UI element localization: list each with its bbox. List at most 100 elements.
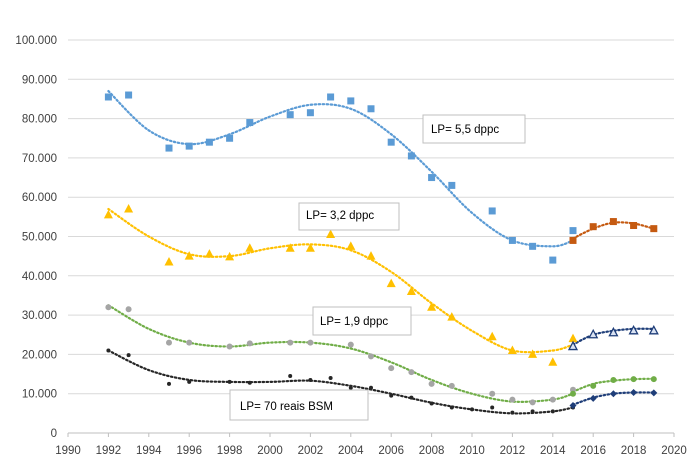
data-point bbox=[286, 111, 294, 119]
data-point bbox=[166, 339, 172, 346]
data-point bbox=[549, 256, 557, 264]
data-point bbox=[366, 251, 376, 260]
data-point bbox=[429, 401, 434, 406]
annotation-box bbox=[229, 389, 369, 421]
x-tick-label: 1994 bbox=[136, 445, 162, 457]
x-tick-label: 2004 bbox=[338, 445, 364, 457]
x-tick-label: 2014 bbox=[540, 445, 566, 457]
data-point bbox=[569, 401, 577, 409]
data-point bbox=[589, 394, 597, 402]
data-point bbox=[449, 405, 454, 410]
y-axis-tick-labels: 0 10.000 20.000 30.000 40.000 50.000 60.000 70.… bbox=[15, 35, 57, 440]
data-point bbox=[246, 119, 254, 127]
annotation-box bbox=[298, 202, 400, 231]
y-tick-label: 40.000 bbox=[22, 271, 57, 283]
y-tick-label: 30.000 bbox=[22, 310, 57, 322]
annotation-text: LP= 1,9 dppc bbox=[320, 316, 388, 328]
x-tick-label: 2020 bbox=[661, 445, 687, 457]
data-point bbox=[185, 142, 193, 150]
data-point bbox=[508, 236, 516, 244]
x-tick-label: 2018 bbox=[621, 445, 647, 457]
x-tick-label: 1996 bbox=[176, 445, 202, 457]
annotation-box bbox=[422, 114, 526, 144]
data-point bbox=[567, 340, 579, 351]
data-point bbox=[388, 365, 395, 372]
data-point bbox=[227, 379, 232, 384]
data-point bbox=[245, 243, 255, 252]
data-point bbox=[447, 312, 457, 321]
x-tick-label: 1990 bbox=[55, 445, 81, 457]
data-point bbox=[530, 409, 535, 414]
data-point bbox=[126, 353, 131, 358]
y-tick-label: 10.000 bbox=[22, 389, 57, 401]
data-point bbox=[387, 138, 395, 146]
data-point bbox=[490, 405, 495, 410]
data-point bbox=[609, 390, 617, 398]
data-point bbox=[548, 357, 558, 366]
data-point bbox=[630, 221, 638, 229]
data-point bbox=[186, 339, 193, 346]
x-tick-label: 2012 bbox=[500, 445, 526, 457]
data-point bbox=[327, 93, 335, 101]
data-point bbox=[549, 396, 556, 403]
data-point bbox=[569, 236, 577, 244]
data-point bbox=[507, 345, 517, 354]
y-tick-label: 50.000 bbox=[22, 232, 57, 244]
data-point bbox=[125, 306, 132, 313]
data-point bbox=[308, 377, 313, 382]
data-point bbox=[528, 349, 538, 358]
annotation-lp-3-2: LP= 3,2 dppc bbox=[298, 202, 400, 231]
data-point bbox=[588, 328, 599, 339]
data-point bbox=[386, 278, 396, 288]
data-point bbox=[184, 251, 194, 260]
annotation-lp-70-reais: LP= 70 reais BSM bbox=[229, 389, 369, 421]
annotation-lp-1-9: LP= 1,9 dppc bbox=[312, 306, 412, 336]
data-point bbox=[409, 395, 414, 400]
x-tick-label: 2006 bbox=[378, 445, 404, 457]
y-tick-label: 20.000 bbox=[22, 349, 57, 361]
data-point bbox=[205, 138, 213, 146]
y-tick-label: 60.000 bbox=[22, 192, 57, 204]
x-tick-label: 2010 bbox=[459, 445, 485, 457]
data-point bbox=[347, 97, 355, 105]
data-point bbox=[407, 152, 415, 160]
data-point bbox=[650, 225, 658, 233]
data-point bbox=[246, 340, 253, 347]
data-point bbox=[650, 389, 658, 397]
data-point bbox=[488, 207, 496, 215]
data-point bbox=[589, 223, 597, 231]
data-point bbox=[487, 331, 497, 341]
x-tick-label: 2002 bbox=[298, 445, 324, 457]
data-point bbox=[347, 341, 354, 348]
data-point bbox=[346, 241, 356, 250]
data-point bbox=[103, 209, 113, 219]
data-point bbox=[165, 144, 173, 152]
data-point bbox=[124, 203, 134, 213]
data-point bbox=[569, 227, 577, 235]
data-point bbox=[105, 304, 112, 311]
data-point bbox=[650, 376, 657, 383]
annotation-text: LP= 3,2 dppc bbox=[306, 210, 374, 222]
data-point bbox=[326, 229, 336, 239]
data-point bbox=[628, 324, 639, 335]
data-point bbox=[590, 382, 597, 389]
data-point bbox=[529, 399, 536, 406]
data-point bbox=[550, 409, 555, 414]
y-tick-label: 70.000 bbox=[22, 153, 57, 165]
data-point bbox=[428, 174, 436, 182]
data-point bbox=[369, 385, 373, 390]
data-point bbox=[608, 326, 619, 337]
y-tick-label: 0 bbox=[51, 428, 57, 440]
data-point bbox=[427, 302, 437, 311]
annotation-lp-5-5: LP= 5,5 dppc bbox=[422, 114, 526, 144]
y-tick-label: 100.000 bbox=[15, 35, 57, 47]
data-point bbox=[609, 218, 617, 226]
data-point bbox=[529, 242, 537, 250]
data-point bbox=[367, 105, 375, 113]
data-point bbox=[630, 389, 638, 397]
data-point bbox=[106, 348, 111, 353]
data-point bbox=[428, 380, 435, 387]
data-point bbox=[247, 380, 252, 385]
x-tick-label: 2000 bbox=[257, 445, 283, 457]
